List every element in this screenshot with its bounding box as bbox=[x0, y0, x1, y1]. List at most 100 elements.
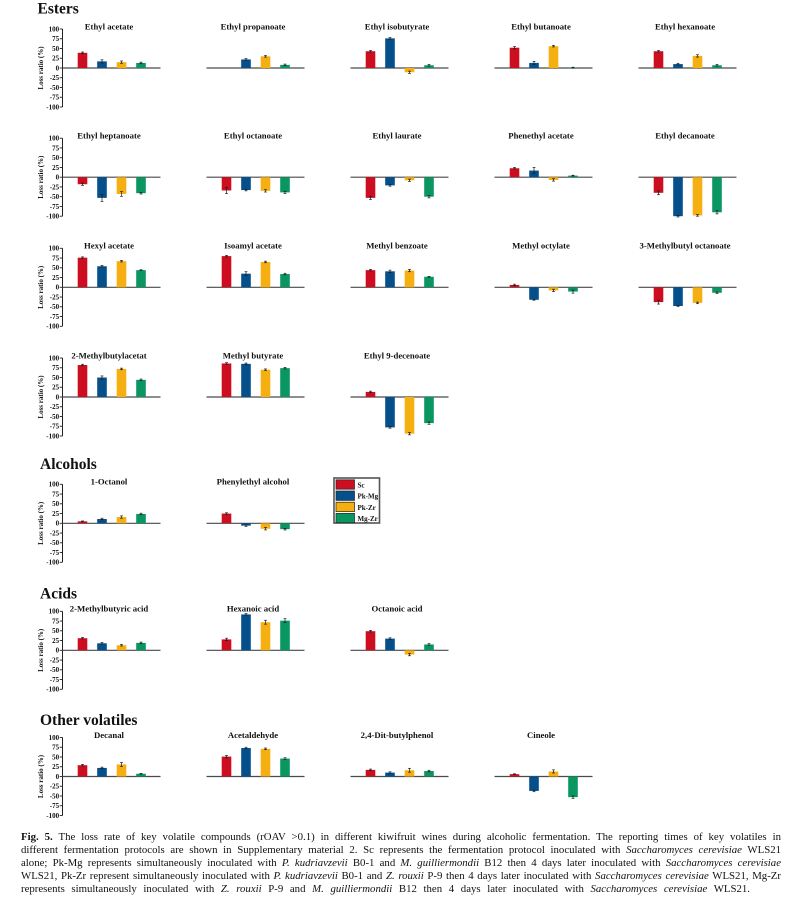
svg-text:1-Octanol: 1-Octanol bbox=[91, 477, 128, 487]
svg-text:100: 100 bbox=[49, 25, 60, 33]
svg-text:-100: -100 bbox=[46, 686, 59, 694]
svg-text:2-Methylbutyric acid: 2-Methylbutyric acid bbox=[70, 604, 149, 614]
svg-text:Loss ratio (%): Loss ratio (%) bbox=[37, 265, 45, 309]
svg-text:-100: -100 bbox=[46, 559, 59, 567]
svg-text:-75: -75 bbox=[50, 676, 60, 684]
svg-text:Phenylethyl alcohol: Phenylethyl alcohol bbox=[217, 477, 290, 487]
svg-text:-50: -50 bbox=[50, 792, 60, 800]
svg-text:0: 0 bbox=[56, 393, 60, 401]
svg-text:50: 50 bbox=[52, 374, 60, 382]
svg-text:3-Methylbutyl octanoate: 3-Methylbutyl octanoate bbox=[640, 241, 731, 251]
svg-text:0: 0 bbox=[56, 520, 60, 528]
svg-text:-100: -100 bbox=[46, 812, 59, 820]
svg-text:Acids: Acids bbox=[40, 586, 77, 603]
svg-text:Ethyl hexanoate: Ethyl hexanoate bbox=[655, 21, 715, 31]
svg-text:25: 25 bbox=[52, 637, 60, 645]
svg-text:Ethyl decanoate: Ethyl decanoate bbox=[655, 131, 715, 141]
svg-text:Ethyl propanoate: Ethyl propanoate bbox=[221, 21, 286, 31]
svg-text:2,4-Dit-butylphenol: 2,4-Dit-butylphenol bbox=[361, 730, 434, 740]
svg-text:-25: -25 bbox=[50, 183, 60, 191]
svg-text:-50: -50 bbox=[50, 303, 60, 311]
svg-text:Loss ratio (%): Loss ratio (%) bbox=[37, 501, 45, 545]
svg-text:Octanoic acid: Octanoic acid bbox=[372, 604, 423, 614]
svg-text:Methyl benzoate: Methyl benzoate bbox=[366, 241, 428, 251]
svg-text:Loss ratio (%): Loss ratio (%) bbox=[37, 375, 45, 419]
svg-text:Hexanoic acid: Hexanoic acid bbox=[227, 604, 280, 614]
svg-text:-50: -50 bbox=[50, 666, 60, 674]
svg-text:0: 0 bbox=[56, 773, 60, 781]
svg-text:-100: -100 bbox=[46, 432, 59, 440]
svg-text:Ethyl isobutyrate: Ethyl isobutyrate bbox=[365, 21, 430, 31]
svg-text:100: 100 bbox=[49, 608, 60, 616]
svg-text:50: 50 bbox=[52, 154, 60, 162]
svg-text:50: 50 bbox=[52, 500, 60, 508]
svg-text:-50: -50 bbox=[50, 193, 60, 201]
svg-text:0: 0 bbox=[56, 64, 60, 72]
svg-text:100: 100 bbox=[49, 135, 60, 143]
svg-text:50: 50 bbox=[52, 45, 60, 53]
svg-text:Pk-Zr: Pk-Zr bbox=[358, 504, 376, 512]
svg-text:-50: -50 bbox=[50, 84, 60, 92]
svg-text:75: 75 bbox=[52, 254, 60, 262]
svg-text:Decanal: Decanal bbox=[94, 730, 125, 740]
svg-text:50: 50 bbox=[52, 753, 60, 761]
svg-text:Other volatiles: Other volatiles bbox=[40, 712, 137, 729]
svg-text:-25: -25 bbox=[50, 74, 60, 82]
svg-text:-25: -25 bbox=[50, 293, 60, 301]
svg-text:Ethyl laurate: Ethyl laurate bbox=[373, 131, 422, 141]
svg-text:25: 25 bbox=[52, 164, 60, 172]
svg-text:Methyl octylate: Methyl octylate bbox=[512, 241, 570, 251]
svg-text:-25: -25 bbox=[50, 529, 60, 537]
svg-text:-75: -75 bbox=[50, 94, 60, 102]
svg-text:25: 25 bbox=[52, 384, 60, 392]
svg-text:-75: -75 bbox=[50, 203, 60, 211]
svg-text:-50: -50 bbox=[50, 539, 60, 547]
svg-text:Hexyl acetate: Hexyl acetate bbox=[84, 241, 134, 251]
svg-text:100: 100 bbox=[49, 354, 60, 362]
svg-text:0: 0 bbox=[56, 174, 60, 182]
svg-text:2-Methylbutylacetat: 2-Methylbutylacetat bbox=[71, 350, 146, 360]
svg-text:Methyl butyrate: Methyl butyrate bbox=[223, 350, 284, 360]
svg-text:75: 75 bbox=[52, 744, 60, 752]
svg-text:25: 25 bbox=[52, 763, 60, 771]
svg-text:75: 75 bbox=[52, 364, 60, 372]
svg-text:-75: -75 bbox=[50, 423, 60, 431]
svg-text:-50: -50 bbox=[50, 413, 60, 421]
svg-text:Ethyl heptanoate: Ethyl heptanoate bbox=[77, 131, 141, 141]
svg-text:Sc: Sc bbox=[358, 481, 365, 489]
svg-text:-75: -75 bbox=[50, 313, 60, 321]
svg-text:-25: -25 bbox=[50, 783, 60, 791]
svg-text:Ethyl butanoate: Ethyl butanoate bbox=[511, 21, 571, 31]
svg-text:100: 100 bbox=[49, 245, 60, 253]
svg-text:Loss ratio (%): Loss ratio (%) bbox=[37, 754, 45, 798]
svg-text:Isoamyl acetate: Isoamyl acetate bbox=[224, 241, 282, 251]
svg-text:25: 25 bbox=[52, 274, 60, 282]
svg-text:100: 100 bbox=[49, 734, 60, 742]
svg-text:0: 0 bbox=[56, 284, 60, 292]
svg-text:50: 50 bbox=[52, 627, 60, 635]
svg-text:Acetaldehyde: Acetaldehyde bbox=[228, 730, 278, 740]
svg-text:25: 25 bbox=[52, 55, 60, 63]
svg-text:Loss ratio (%): Loss ratio (%) bbox=[37, 155, 45, 199]
svg-text:-75: -75 bbox=[50, 802, 60, 810]
svg-text:Cineole: Cineole bbox=[527, 730, 555, 740]
svg-text:75: 75 bbox=[52, 490, 60, 498]
svg-text:-75: -75 bbox=[50, 549, 60, 557]
svg-text:0: 0 bbox=[56, 647, 60, 655]
svg-text:Alcohols: Alcohols bbox=[40, 456, 97, 473]
svg-text:Loss ratio (%): Loss ratio (%) bbox=[37, 628, 45, 672]
svg-text:Ethyl acetate: Ethyl acetate bbox=[85, 21, 134, 31]
svg-text:-100: -100 bbox=[46, 213, 59, 221]
svg-text:Phenethyl acetate: Phenethyl acetate bbox=[508, 131, 574, 141]
svg-text:50: 50 bbox=[52, 264, 60, 272]
svg-text:100: 100 bbox=[49, 481, 60, 489]
svg-text:Ethyl octanoate: Ethyl octanoate bbox=[224, 131, 282, 141]
svg-text:25: 25 bbox=[52, 510, 60, 518]
svg-text:75: 75 bbox=[52, 144, 60, 152]
svg-text:-100: -100 bbox=[46, 323, 59, 331]
svg-text:Pk-Mg: Pk-Mg bbox=[358, 493, 379, 501]
svg-text:75: 75 bbox=[52, 35, 60, 43]
svg-text:Ethyl 9-decenoate: Ethyl 9-decenoate bbox=[364, 350, 430, 360]
svg-text:-25: -25 bbox=[50, 656, 60, 664]
svg-text:Mg-Zr: Mg-Zr bbox=[358, 515, 378, 523]
